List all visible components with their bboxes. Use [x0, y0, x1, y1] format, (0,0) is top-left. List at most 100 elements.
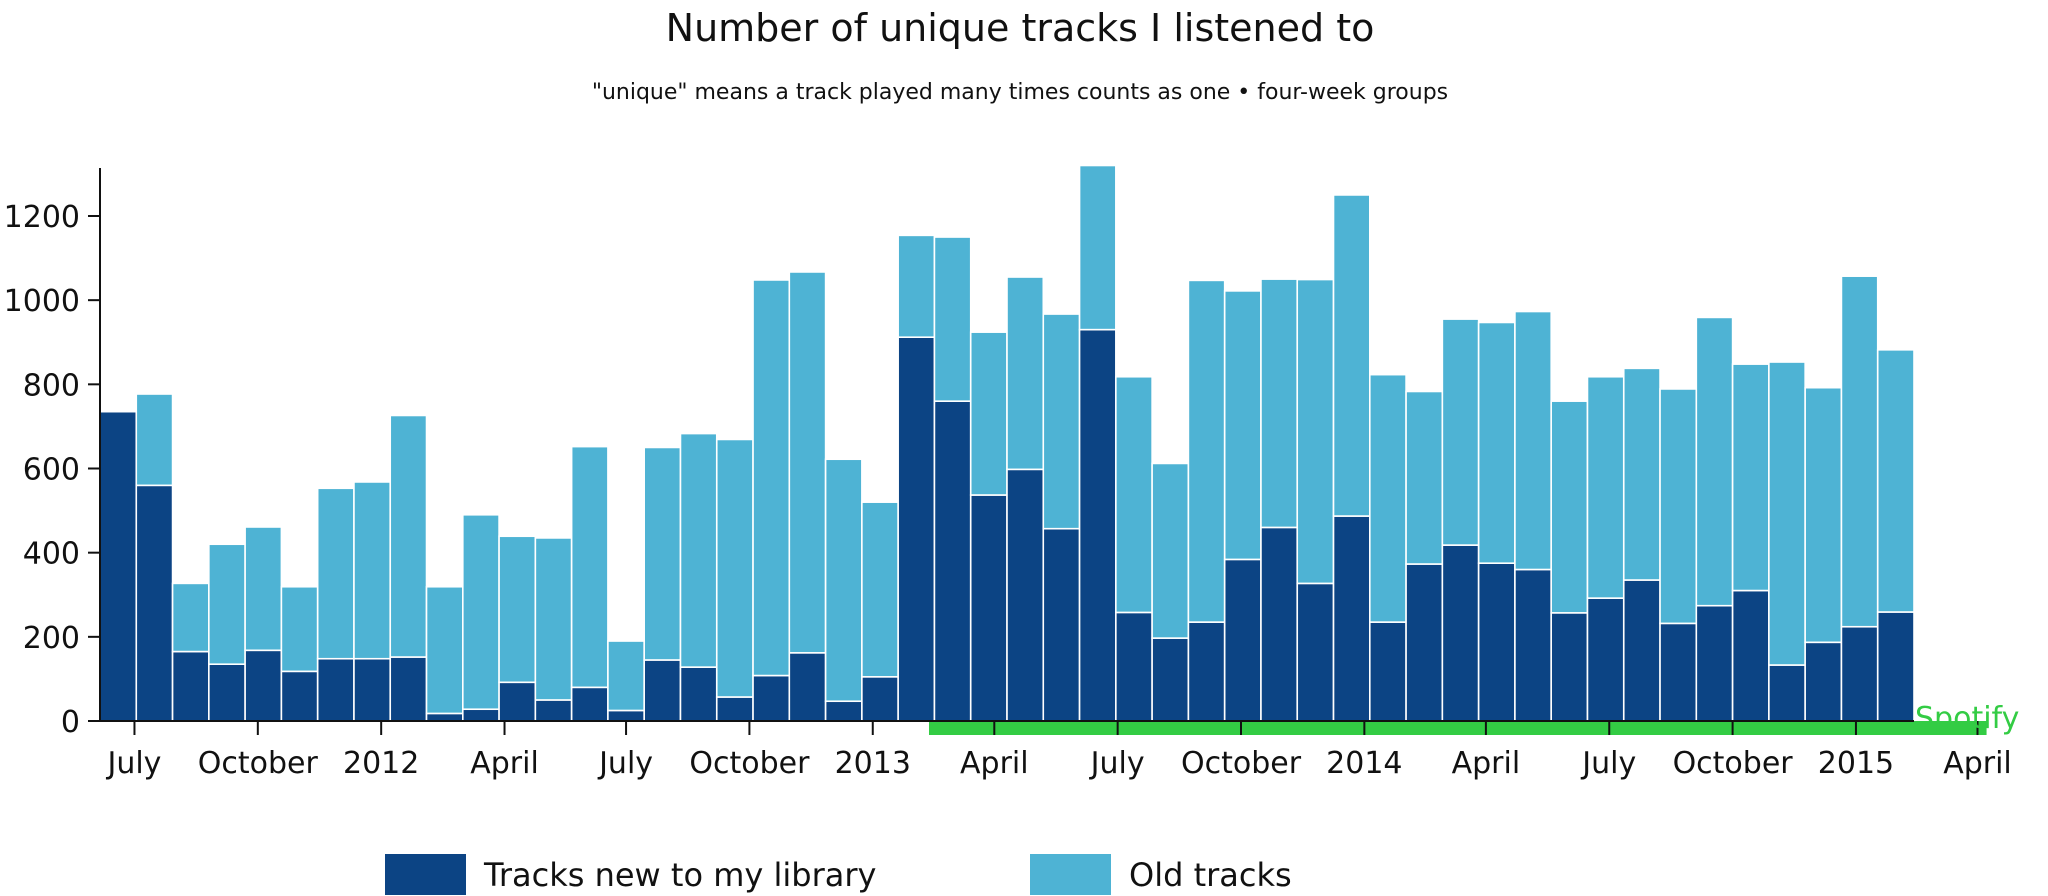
bar-old-tracks	[353, 481, 392, 660]
legend-swatch-old-tracks	[1030, 854, 1111, 895]
bar-old-tracks	[1151, 462, 1190, 639]
bar-old-tracks	[498, 535, 537, 684]
bar-old-tracks	[1695, 316, 1734, 607]
axes-layer: 0 200 400 600 800 1000 1200 July October 2012 Apri…	[4, 168, 2012, 781]
legend-label-new-tracks: Tracks new to my library	[483, 856, 876, 894]
bar-new-tracks	[715, 696, 754, 722]
bar-new-tracks	[389, 656, 428, 722]
bar-new-tracks	[788, 652, 827, 722]
x-tick-label: April	[960, 746, 1029, 781]
x-tick-label: October	[689, 746, 810, 781]
bar-new-tracks	[1006, 468, 1045, 722]
bar-new-tracks	[1151, 637, 1190, 722]
chart-subtitle: "unique" means a track played many times…	[592, 80, 1448, 105]
bar-new-tracks	[1659, 622, 1698, 722]
chart-title: Number of unique tracks I listened to	[666, 6, 1375, 50]
spotify-annotation: Spotify	[1915, 701, 2019, 736]
bar-new-tracks	[1187, 621, 1226, 722]
x-tick-label: April	[470, 746, 539, 781]
bar-new-tracks	[208, 663, 246, 722]
bar-old-tracks	[1477, 321, 1516, 564]
bar-old-tracks	[389, 414, 428, 658]
bar-old-tracks	[425, 585, 464, 715]
bar-new-tracks	[461, 708, 500, 722]
bar-new-tracks	[679, 666, 718, 722]
legend-swatch-new-tracks	[385, 854, 466, 895]
bar-old-tracks	[1078, 164, 1117, 331]
bar-old-tracks	[461, 513, 500, 711]
bar-old-tracks	[1296, 278, 1335, 585]
bar-old-tracks	[244, 526, 283, 652]
bar-old-tracks	[1586, 375, 1625, 599]
bar-old-tracks	[1042, 313, 1081, 530]
bar-new-tracks	[316, 657, 355, 722]
x-tick-label: April	[1452, 746, 1521, 781]
bar-new-tracks	[1622, 579, 1661, 722]
bar-new-tracks	[1078, 328, 1117, 722]
bar-old-tracks	[643, 446, 682, 661]
bar-new-tracks	[1876, 611, 1915, 722]
bar-old-tracks	[1514, 310, 1553, 571]
spotify-period-bar	[928, 721, 1987, 735]
bar-old-tracks	[1260, 278, 1299, 529]
bar-old-tracks	[1731, 363, 1770, 592]
bar-old-tracks	[1804, 386, 1843, 644]
bar-old-tracks	[679, 432, 718, 668]
bar-old-tracks	[1006, 276, 1045, 471]
bar-new-tracks	[280, 670, 319, 722]
y-tick-label: 400	[23, 537, 80, 572]
bar-new-tracks	[643, 659, 682, 722]
bar-new-tracks	[1840, 625, 1879, 722]
bar-new-tracks	[135, 484, 174, 722]
bar-new-tracks	[244, 649, 283, 722]
x-tick-label: October	[1181, 746, 1302, 781]
bar-new-tracks	[498, 681, 537, 722]
bar-old-tracks	[1405, 390, 1444, 565]
bar-new-tracks	[534, 699, 573, 722]
bar-new-tracks	[1586, 597, 1625, 722]
bar-new-tracks	[1477, 562, 1516, 722]
bar-old-tracks	[1369, 373, 1407, 623]
bar-new-tracks	[1550, 612, 1589, 722]
bar-old-tracks	[1441, 318, 1480, 546]
y-tick-label: 1200	[4, 200, 80, 235]
bar-old-tracks	[1332, 194, 1371, 517]
spotify-layer	[928, 721, 1987, 735]
bar-new-tracks	[1804, 641, 1843, 722]
bar-new-tracks	[1441, 544, 1480, 722]
y-tick-label: 1000	[4, 284, 80, 319]
bar-old-tracks	[861, 501, 899, 678]
bar-old-tracks	[933, 236, 972, 402]
x-tick-label: October	[198, 746, 319, 781]
bar-old-tracks	[1115, 375, 1153, 614]
bar-new-tracks	[861, 676, 899, 722]
bar-new-tracks	[933, 400, 972, 722]
x-tick-label: 2013	[835, 746, 911, 781]
bar-new-tracks	[1223, 558, 1262, 722]
x-tick-label: 2014	[1326, 746, 1402, 781]
bar-old-tracks	[1876, 349, 1915, 613]
bar-old-tracks	[316, 487, 355, 660]
y-tick-label: 0	[61, 705, 80, 740]
bar-new-tracks	[969, 494, 1008, 722]
bar-old-tracks	[788, 271, 827, 654]
bar-new-tracks	[1369, 621, 1407, 722]
x-tick-label: July	[105, 746, 161, 781]
x-tick-label: July	[1580, 746, 1636, 781]
bar-new-tracks	[1405, 563, 1444, 722]
x-tick-label: July	[1089, 746, 1145, 781]
bar-old-tracks	[1223, 290, 1262, 561]
bar-old-tracks	[1659, 388, 1698, 625]
bar-new-tracks	[1042, 527, 1081, 722]
x-tick-label: July	[597, 746, 653, 781]
bar-new-tracks	[824, 700, 863, 722]
bar-new-tracks	[1115, 611, 1153, 722]
bars-layer	[99, 164, 1915, 722]
bar-old-tracks	[1840, 275, 1879, 628]
bar-new-tracks	[1731, 589, 1770, 722]
bar-new-tracks	[897, 336, 936, 722]
x-tick-label: October	[1673, 746, 1794, 781]
bar-old-tracks	[969, 331, 1008, 496]
bar-old-tracks	[715, 438, 754, 698]
bar-new-tracks	[353, 657, 392, 722]
